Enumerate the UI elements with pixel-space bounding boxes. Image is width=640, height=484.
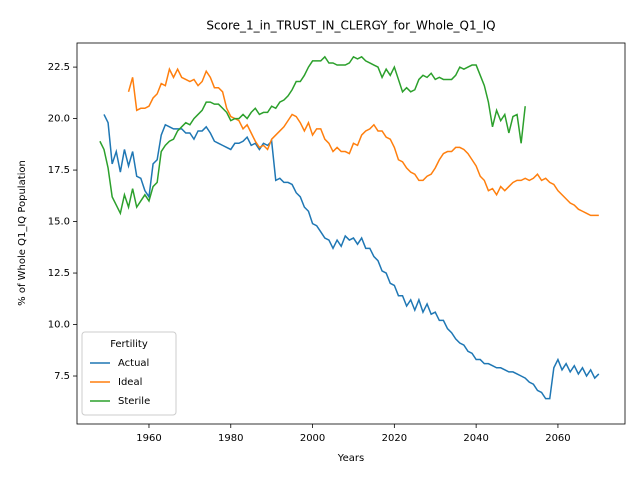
chart-title: Score_1_in_TRUST_IN_CLERGY_for_Whole_Q1_… bbox=[206, 19, 495, 33]
legend-label: Ideal bbox=[118, 377, 142, 388]
series-line bbox=[103, 114, 600, 400]
x-tick-label: 2000 bbox=[300, 433, 325, 444]
y-tick-label: 15.0 bbox=[48, 217, 70, 228]
legend-label: Sterile bbox=[118, 396, 150, 407]
series-line bbox=[99, 55, 526, 216]
x-tick-label: 2060 bbox=[545, 433, 570, 444]
x-axis-label: Years bbox=[337, 453, 364, 464]
y-axis-label: % of Whole Q1_IQ Population bbox=[17, 160, 28, 306]
x-tick-label: 2020 bbox=[382, 433, 407, 444]
y-tick-label: 20.0 bbox=[48, 114, 70, 125]
y-tick-label: 17.5 bbox=[48, 165, 70, 176]
series-line bbox=[127, 66, 599, 217]
y-tick-label: 7.5 bbox=[54, 371, 70, 382]
legend-label: Actual bbox=[118, 358, 149, 369]
legend-box bbox=[81, 331, 177, 416]
y-tick-label: 12.5 bbox=[48, 268, 70, 279]
x-tick-label: 2040 bbox=[463, 433, 488, 444]
plot-frame bbox=[76, 42, 626, 425]
y-tick-label: 22.5 bbox=[48, 62, 70, 73]
x-tick-label: 1980 bbox=[218, 433, 243, 444]
x-tick-label: 1960 bbox=[136, 433, 161, 444]
y-tick-label: 10.0 bbox=[48, 320, 70, 331]
legend-title: Fertility bbox=[110, 339, 148, 350]
